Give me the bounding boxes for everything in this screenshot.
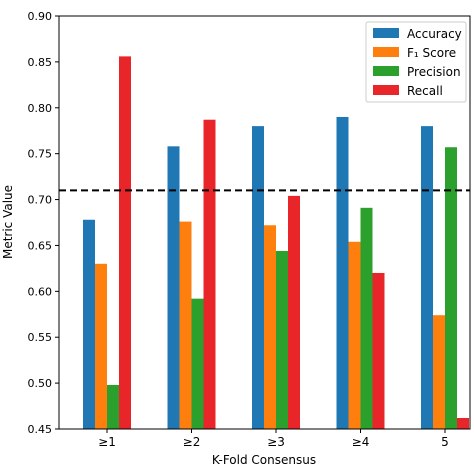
y-tick-label: 0.55 bbox=[28, 331, 53, 344]
bar-accuracy-2 bbox=[252, 126, 264, 429]
bar-precision-1 bbox=[191, 298, 204, 429]
bar-f-score-4 bbox=[433, 315, 445, 429]
y-tick-label: 0.50 bbox=[28, 377, 53, 390]
x-tick-label: ≥2 bbox=[183, 435, 201, 449]
legend-box bbox=[365, 21, 467, 103]
legend-label: Accuracy bbox=[407, 27, 462, 41]
y-tick-label: 0.90 bbox=[28, 10, 53, 23]
legend-swatch bbox=[373, 66, 399, 76]
bar-precision-4 bbox=[445, 147, 457, 429]
y-tick-label: 0.70 bbox=[28, 194, 53, 207]
x-axis: ≥1 ≥2 ≥3 ≥4 5 bbox=[98, 429, 449, 449]
bar-precision-2 bbox=[276, 250, 288, 429]
x-tick-label: 5 bbox=[441, 435, 449, 449]
y-tick-label: 0.85 bbox=[28, 56, 53, 69]
bars-group bbox=[83, 56, 469, 429]
bar-f-score-2 bbox=[264, 225, 276, 429]
bar-f-score-3 bbox=[348, 241, 361, 429]
y-tick-label: 0.65 bbox=[28, 239, 53, 252]
y-axis: 0.45 0.50 0.55 0.60 0.65 0.70 0.75 0.80 0.85 0.90 bbox=[28, 10, 59, 436]
bar-f-score-1 bbox=[179, 221, 192, 429]
bar-accuracy-3 bbox=[336, 116, 349, 429]
bar-precision-3 bbox=[360, 207, 373, 429]
bar-f-score-0 bbox=[95, 263, 107, 429]
x-tick-label: ≥3 bbox=[267, 435, 285, 449]
x-tick-label: ≥4 bbox=[352, 435, 370, 449]
y-tick-label: 0.45 bbox=[28, 423, 53, 436]
plot-frame bbox=[58, 15, 471, 430]
bar-accuracy-4 bbox=[421, 126, 433, 429]
y-tick-label: 0.60 bbox=[28, 285, 53, 298]
legend-swatch bbox=[373, 28, 399, 38]
bar-recall-1 bbox=[203, 119, 216, 429]
legend-label: F₁ Score bbox=[407, 46, 456, 60]
bar-recall-0 bbox=[119, 56, 131, 429]
legend: Accuracy F₁ Score Precision Recall bbox=[365, 21, 467, 103]
legend-label: Precision bbox=[407, 65, 461, 79]
y-tick-label: 0.80 bbox=[28, 102, 53, 115]
legend-label: Recall bbox=[407, 84, 443, 98]
bar-recall-3 bbox=[372, 272, 385, 429]
bar-recall-2 bbox=[288, 195, 300, 429]
x-tick-label: ≥1 bbox=[98, 435, 116, 449]
bar-accuracy-1 bbox=[167, 146, 180, 429]
x-axis-label: K-Fold Consensus bbox=[212, 453, 316, 467]
bar-accuracy-0 bbox=[83, 219, 95, 429]
bar-precision-0 bbox=[107, 384, 119, 429]
legend-swatch bbox=[373, 47, 399, 57]
y-tick-label: 0.75 bbox=[28, 148, 53, 161]
bar-recall-4 bbox=[457, 417, 469, 429]
legend-swatch bbox=[373, 85, 399, 95]
y-axis-label: Metric Value bbox=[1, 185, 15, 259]
